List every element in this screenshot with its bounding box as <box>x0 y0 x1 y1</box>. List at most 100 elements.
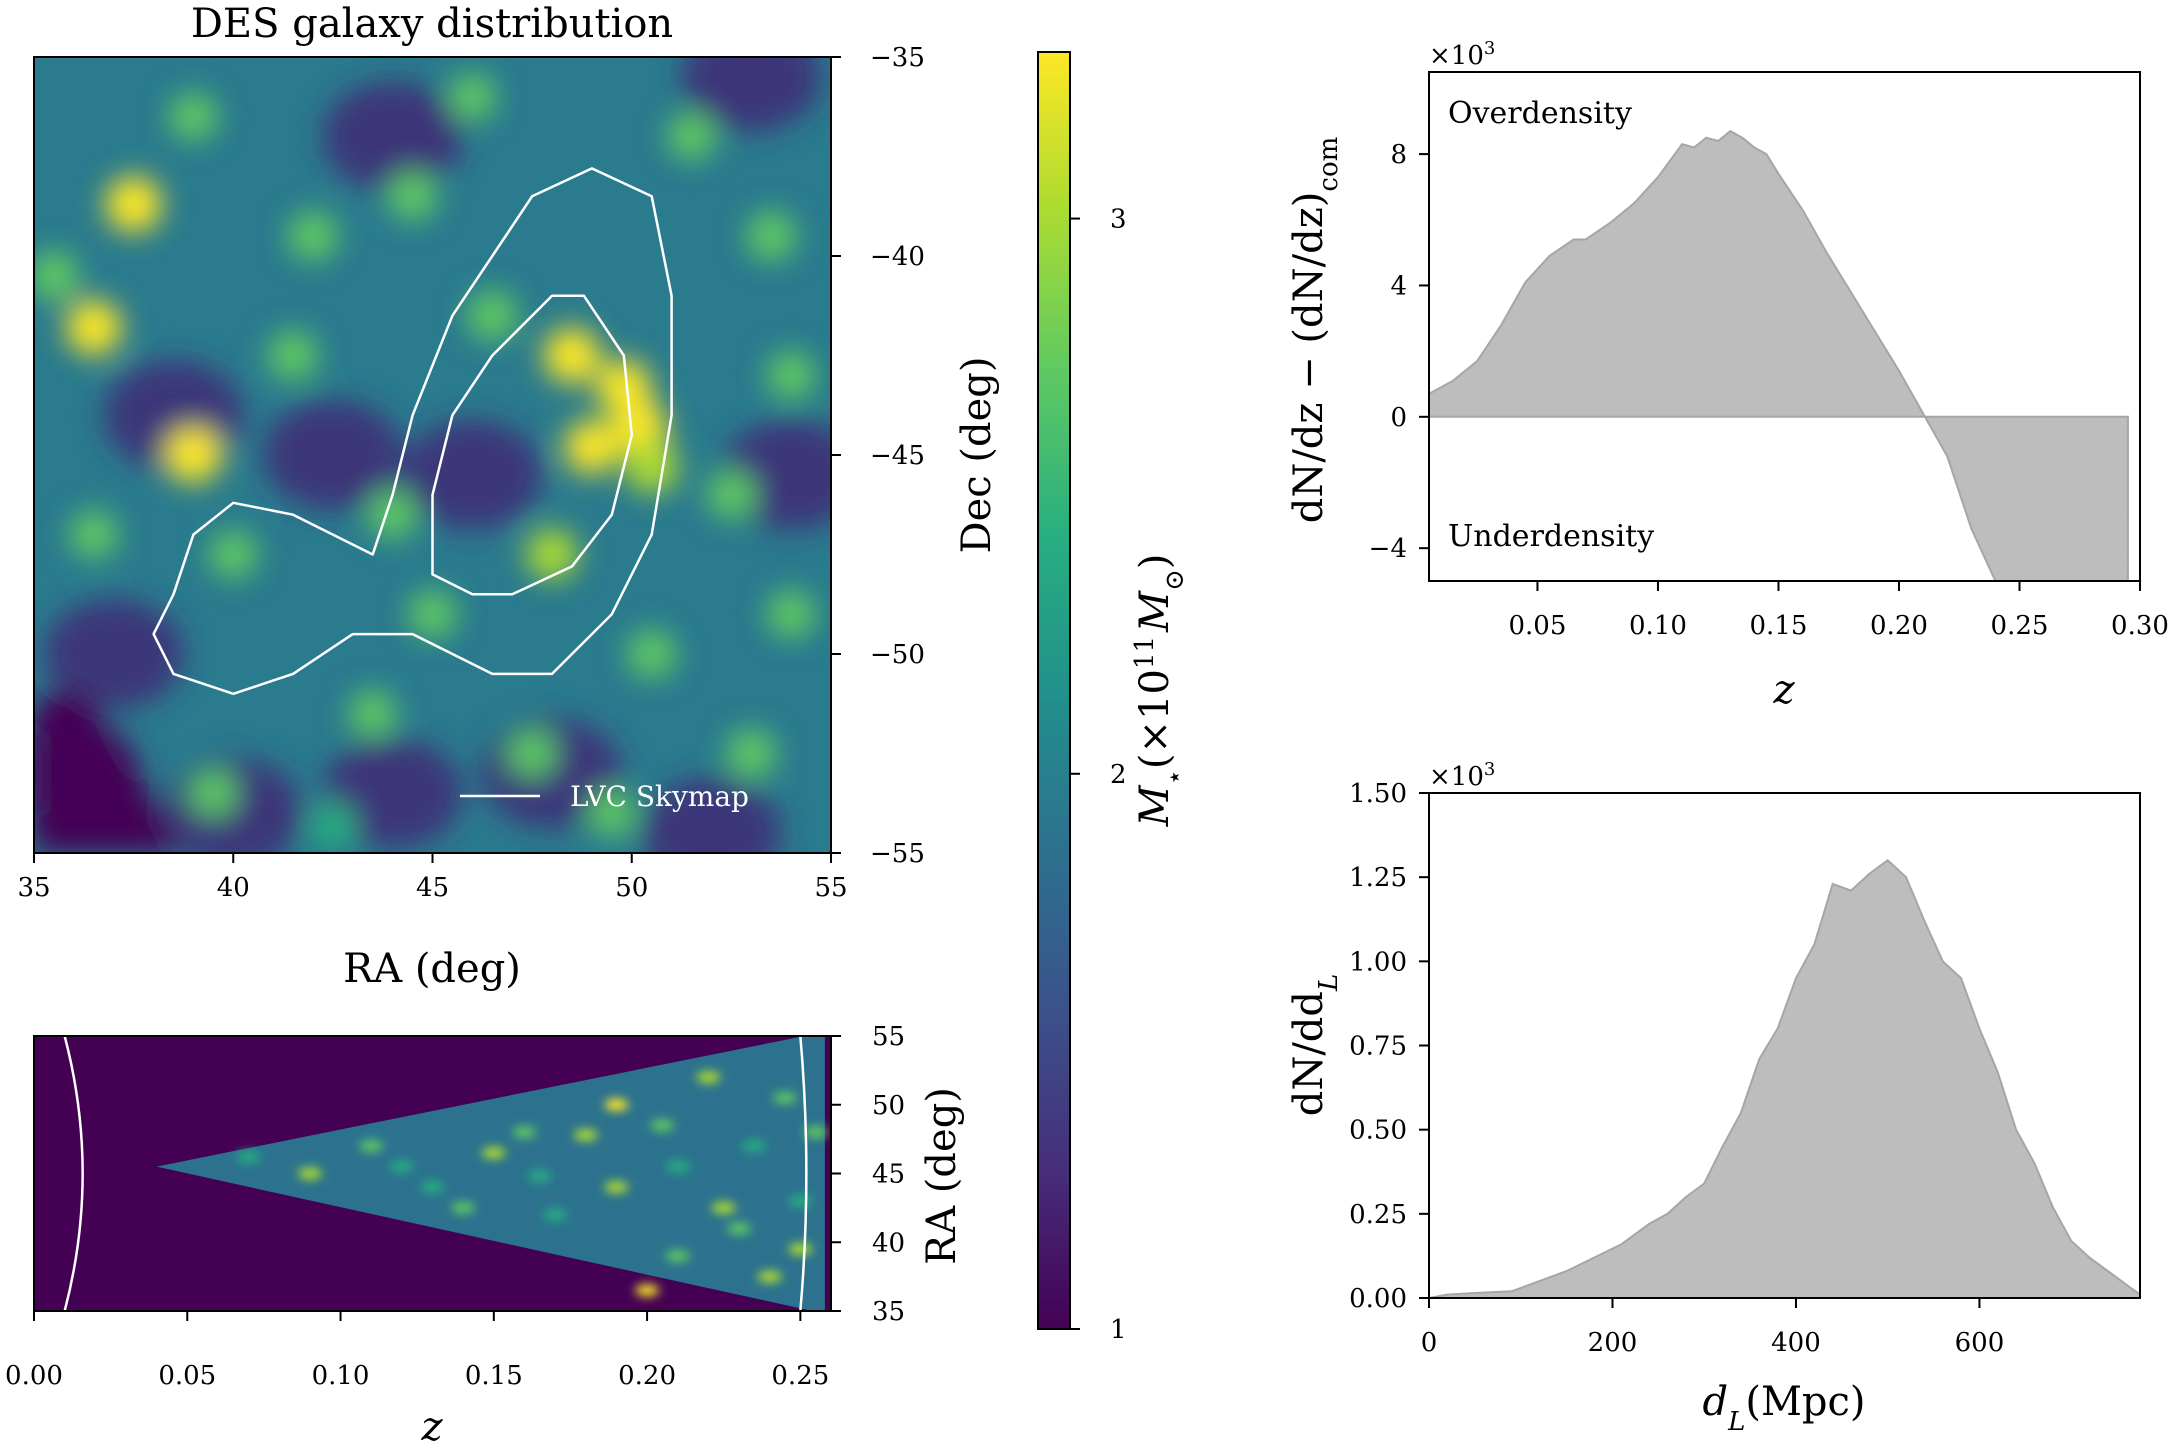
wedge-ylabel: RA (deg) <box>919 1087 965 1265</box>
sky-panel: DES galaxy distribution 35 40 45 50 55 −35 −40… <box>17 1 1000 992</box>
density-hotspot <box>34 251 79 301</box>
low-density-patch <box>641 778 782 853</box>
dnddl-xtick-label: 0 <box>1421 1328 1438 1358</box>
wedge-arc <box>799 1036 808 1311</box>
dnddl-axes: 0 200 400 600 1.50 1.25 1.00 0.75 0.50 0.25 0.00 <box>1349 779 2004 1358</box>
sky-ytick-label: −45 <box>870 441 925 471</box>
wedge-hotspot <box>665 1250 690 1262</box>
density-hotspot <box>588 789 636 837</box>
wedge-ytick-label: 35 <box>872 1297 905 1327</box>
density-hotspot <box>667 112 716 161</box>
dndz-xtick-label: 0.25 <box>1991 611 2049 641</box>
sky-axes: 35 40 45 50 55 −35 −40 −45 −50 −55 <box>17 43 924 903</box>
underdensity-annotation: Underdensity <box>1448 519 1654 554</box>
dndz-xtick-label: 0.05 <box>1509 611 1567 641</box>
dndz-frame <box>1428 71 2141 582</box>
wedge-hotspot <box>773 1091 798 1104</box>
colorbar-tick-label: 2 <box>1110 760 1127 790</box>
sky-ytick-label: −40 <box>870 242 925 272</box>
density-hotspot <box>448 73 496 121</box>
density-hotspot <box>169 92 218 141</box>
density-hotspot <box>543 327 600 384</box>
colorbar: 1 2 3 M⋆(×1011M⊙) <box>1037 51 1190 1345</box>
dndz-axes: 0.05 0.10 0.15 0.20 0.25 0.30 8 4 0 −4 <box>1369 140 2169 641</box>
wedge-xtick-label: 0.25 <box>771 1361 829 1391</box>
low-density-patch <box>163 758 304 853</box>
density-hotspot <box>349 690 397 738</box>
overdensity-annotation: Overdensity <box>1448 96 1632 131</box>
low-density-patch <box>43 599 184 709</box>
low-density-patch <box>262 400 403 510</box>
dndz-ytick-label: 8 <box>1390 140 1407 170</box>
wedge-xtick-label: 0.20 <box>618 1361 676 1391</box>
sky-legend: LVC Skymap <box>460 780 749 813</box>
wedge-hotspot <box>757 1270 782 1283</box>
density-hotspot <box>767 590 816 639</box>
density-hotspot <box>66 300 122 356</box>
wedge-hotspot <box>635 1284 660 1297</box>
wedge-hotspot <box>389 1160 414 1173</box>
density-hotspot <box>564 419 620 475</box>
wedge-texture <box>236 1071 828 1297</box>
density-hotspot <box>165 427 222 483</box>
density-hotspot <box>69 510 118 559</box>
colorbar-gradient <box>1037 51 1071 1330</box>
wedge-xtick-label: 0.15 <box>465 1361 523 1391</box>
wedge-hotspot <box>788 1243 813 1256</box>
dndz-ytick-label: −4 <box>1369 534 1407 564</box>
dndz-ytick-label: 4 <box>1390 271 1407 301</box>
sky-ytick-label: −55 <box>870 839 925 869</box>
sky-xtick-label: 50 <box>615 873 648 903</box>
wedge-xtick-label: 0.10 <box>312 1361 370 1391</box>
sky-ytick-label: −35 <box>870 43 925 73</box>
wedge-hotspot <box>451 1201 476 1214</box>
wedge-hotspot <box>573 1129 598 1141</box>
dndz-panel: 0.05 0.10 0.15 0.20 0.25 0.30 8 4 0 −4 ×103 Overd… <box>1286 38 2169 714</box>
dnddl-xtick-label: 200 <box>1588 1328 1638 1358</box>
dnddl-xtick-label: 600 <box>1955 1328 2005 1358</box>
dnddl-panel: 0 200 400 600 1.50 1.25 1.00 0.75 0.50 0.25 0.00 ×… <box>1286 759 2141 1437</box>
density-hotspot <box>368 490 418 540</box>
wedge-panel: 0.00 0.05 0.10 0.15 0.20 0.25 55 50 45 40 35 z RA … <box>5 1022 965 1445</box>
wedge-hotspot <box>481 1146 506 1159</box>
wedge-cone <box>156 1036 825 1311</box>
dndz-ytick-label: 0 <box>1390 403 1407 433</box>
wedge-skymap-arcs <box>63 1036 808 1311</box>
dnddl-xtick-label: 400 <box>1771 1328 1821 1358</box>
lvc-skymap-contours <box>152 167 673 696</box>
colorbar-label: M⋆(×1011M⊙) <box>1130 554 1190 828</box>
wedge-hotspot <box>788 1195 813 1207</box>
density-hotspot <box>288 211 338 261</box>
density-hotspot <box>726 728 777 779</box>
dnddl-ytick-label: 0.75 <box>1349 1032 1407 1062</box>
density-hotspot <box>706 470 756 520</box>
low-density-patch <box>402 419 543 530</box>
wedge-hotspot <box>650 1119 675 1132</box>
wedge-arc <box>63 1036 84 1311</box>
density-hotspot <box>627 629 677 679</box>
wedge-xtick-label: 0.05 <box>158 1361 216 1391</box>
wedge-hotspot <box>420 1181 445 1194</box>
wedge-hotspot <box>742 1140 767 1152</box>
wedge-hotspot <box>543 1208 568 1221</box>
dndz-ylabel: dN/dz − (dN/dz)com <box>1286 137 1344 524</box>
wedge-hotspot <box>236 1151 261 1163</box>
sky-ylabel: Dec (deg) <box>954 357 1000 554</box>
wedge-hotspot <box>803 1126 828 1139</box>
density-hotspot <box>105 176 162 233</box>
density-hotspot <box>767 351 816 400</box>
wedge-ytick-label: 50 <box>872 1091 905 1121</box>
density-hotspot <box>408 590 457 639</box>
dndz-area <box>1428 129 2129 582</box>
dnddl-ytick-label: 0.25 <box>1349 1200 1407 1230</box>
sky-xlabel: RA (deg) <box>343 946 521 992</box>
density-hotspot <box>209 530 258 579</box>
dnddl-ytick-label: 1.50 <box>1349 779 1407 809</box>
dndz-xtick-label: 0.20 <box>1870 611 1928 641</box>
sky-title: DES galaxy distribution <box>191 1 673 47</box>
low-density-patch <box>322 738 463 849</box>
wedge-hotspot <box>527 1170 552 1183</box>
colorbar-axes: 1 2 3 <box>1070 205 1127 1345</box>
density-hotspot <box>189 769 237 817</box>
